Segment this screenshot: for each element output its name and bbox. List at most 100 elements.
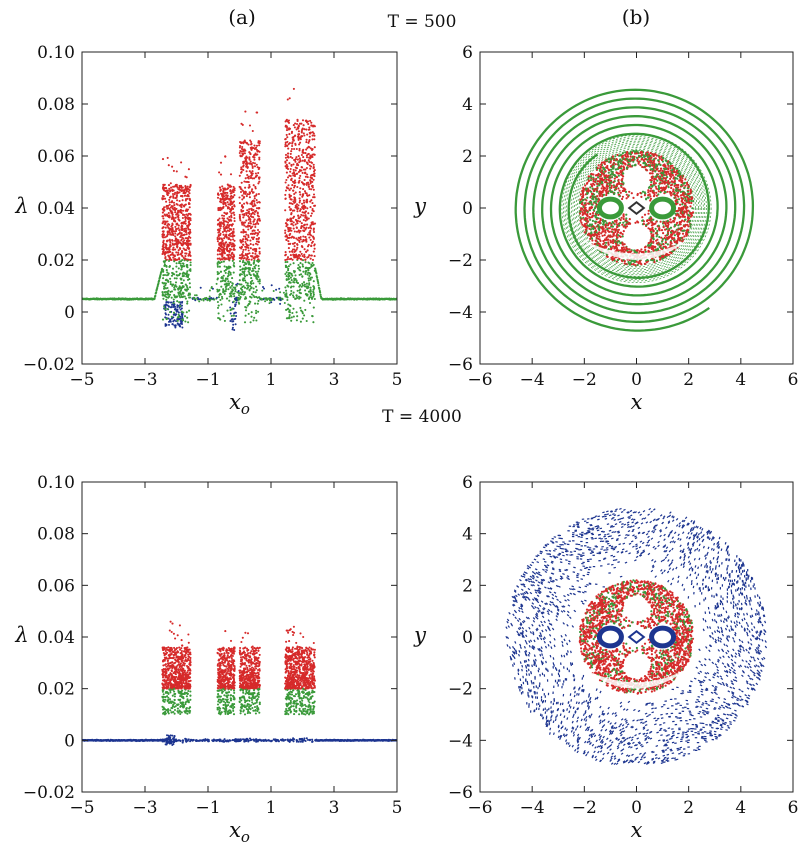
data-point xyxy=(239,268,242,272)
data-point xyxy=(171,267,175,270)
data-point xyxy=(248,162,251,165)
data-point xyxy=(219,209,222,212)
data-point xyxy=(244,305,247,309)
data-point xyxy=(166,307,169,311)
data-point xyxy=(238,256,241,260)
data-point xyxy=(293,147,296,151)
data-point xyxy=(262,286,264,288)
data-point xyxy=(246,162,249,166)
data-point xyxy=(312,285,315,288)
data-point xyxy=(168,248,171,251)
data-point xyxy=(675,189,678,193)
data-point xyxy=(295,319,298,322)
data-point xyxy=(238,151,241,155)
data-point xyxy=(625,197,628,200)
data-point xyxy=(254,172,257,175)
data-point xyxy=(600,163,603,166)
data-point xyxy=(292,254,295,257)
data-point xyxy=(650,234,653,237)
data-point xyxy=(167,305,170,308)
data-point xyxy=(166,189,169,192)
data-point xyxy=(272,290,275,292)
data-point xyxy=(298,177,301,180)
data-point xyxy=(662,186,665,189)
data-point xyxy=(298,201,301,204)
data-point xyxy=(216,253,219,256)
data-point xyxy=(245,155,248,158)
data-point xyxy=(219,188,222,192)
data-point xyxy=(246,166,249,169)
data-point xyxy=(243,286,247,289)
data-point xyxy=(303,226,306,229)
data-point xyxy=(168,256,171,259)
data-point xyxy=(153,297,156,300)
data-point xyxy=(313,172,316,175)
data-point xyxy=(301,171,304,174)
data-point xyxy=(311,261,314,265)
data-point xyxy=(308,126,311,129)
data-point xyxy=(245,164,248,167)
data-point xyxy=(642,220,646,223)
data-point xyxy=(625,225,629,228)
data-point xyxy=(303,201,306,204)
data-point xyxy=(188,198,191,201)
data-point xyxy=(175,183,178,186)
data-point xyxy=(171,239,174,242)
data-point xyxy=(294,200,297,203)
data-point xyxy=(176,306,179,308)
data-point xyxy=(284,153,288,156)
data-point xyxy=(242,243,245,246)
data-point xyxy=(287,275,290,278)
data-point xyxy=(232,286,235,289)
data-point xyxy=(168,239,172,242)
data-point xyxy=(310,276,313,279)
data-point xyxy=(310,234,313,237)
data-point xyxy=(233,217,236,220)
data-point xyxy=(246,287,249,290)
data-point xyxy=(251,232,254,235)
data-point xyxy=(610,184,613,187)
data-point xyxy=(298,209,302,212)
data-point xyxy=(237,301,240,304)
data-point xyxy=(593,214,596,217)
data-point xyxy=(165,298,168,301)
data-point xyxy=(185,187,188,190)
data-point xyxy=(245,225,248,228)
data-point xyxy=(303,248,306,251)
data-point xyxy=(174,314,177,317)
data-point xyxy=(177,249,180,252)
data-point xyxy=(227,288,230,291)
data-point xyxy=(297,170,300,174)
data-point xyxy=(256,218,259,222)
data-point xyxy=(223,319,226,322)
data-point xyxy=(619,249,622,252)
data-point xyxy=(167,273,170,276)
data-point xyxy=(172,201,176,204)
data-point xyxy=(647,186,651,189)
data-point xyxy=(229,286,232,289)
data-point xyxy=(230,314,233,318)
data-point xyxy=(223,227,226,230)
data-point xyxy=(184,222,187,225)
data-point xyxy=(240,147,243,150)
data-point xyxy=(173,185,177,188)
data-point xyxy=(295,156,298,159)
data-point xyxy=(220,257,224,261)
data-point xyxy=(292,174,295,177)
data-point xyxy=(163,264,166,267)
data-point xyxy=(298,149,301,152)
data-point xyxy=(290,272,293,275)
data-point xyxy=(172,256,175,259)
data-point xyxy=(216,193,220,196)
data-point xyxy=(306,153,310,156)
data-point xyxy=(284,181,287,184)
data-point xyxy=(180,321,183,324)
data-point xyxy=(176,253,180,256)
data-point xyxy=(624,163,627,166)
data-point xyxy=(289,276,292,279)
data-point xyxy=(156,286,159,290)
data-point xyxy=(234,303,237,306)
data-point xyxy=(308,301,312,305)
data-point xyxy=(663,163,666,166)
data-point xyxy=(225,194,228,197)
